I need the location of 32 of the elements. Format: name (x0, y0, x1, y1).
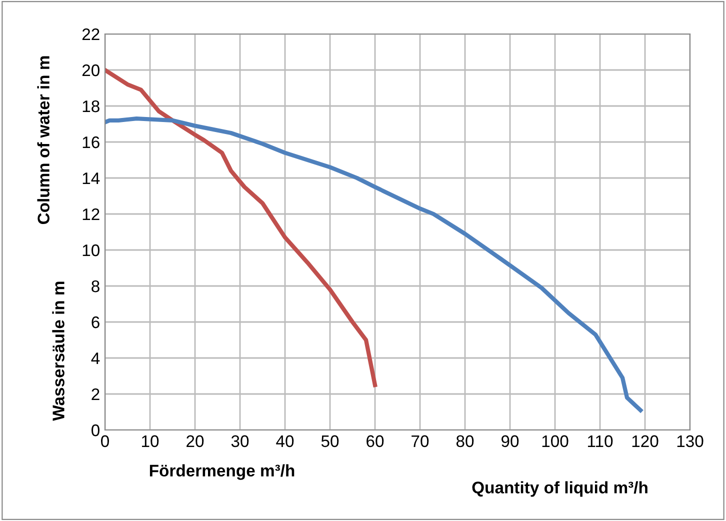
text: Column of water in m (37, 56, 50, 224)
x-tick-label: 90 (502, 435, 519, 448)
x-axis-title: Fördermenge m³/h (150, 464, 294, 480)
y-tick-label: 20 (82, 64, 100, 76)
line-series (105, 68, 378, 388)
y-tick-label: 0 (92, 424, 100, 436)
y-tick-label: 22 (82, 28, 100, 40)
x-tick-label: 130 (677, 435, 704, 448)
y-tick-label: 14 (82, 172, 100, 184)
y-tick-label: 2 (92, 388, 100, 400)
y-tick-label: 10 (82, 244, 100, 256)
x-tick-label: 0 (101, 435, 109, 448)
x-tick-label: 20 (186, 435, 204, 448)
y-tick-label: 8 (92, 280, 100, 292)
line-series (105, 116, 643, 412)
y-tick-label: 4 (91, 352, 100, 364)
x-tick-label: 100 (542, 435, 568, 448)
x-tick-label: 80 (456, 435, 474, 448)
x-tick-label: 110 (588, 435, 613, 448)
x-tick-label: 50 (321, 435, 339, 448)
x-tick-label: 60 (366, 435, 384, 448)
x-tick-label: 120 (632, 435, 658, 448)
y-tick-label: 16 (82, 136, 100, 148)
text: Quantity of liquid m³/h (472, 481, 648, 497)
x-tick-label: 40 (276, 435, 294, 448)
x-tick-label: 10 (142, 435, 159, 448)
y-tick-label: 6 (92, 316, 100, 328)
x-tick-label: 30 (231, 435, 249, 448)
y-axis-title: Wassersäule in m (52, 282, 64, 421)
y-tick-label: 12 (82, 208, 100, 220)
x-tick-label: 70 (412, 435, 429, 448)
y-tick-label: 18 (82, 100, 100, 112)
